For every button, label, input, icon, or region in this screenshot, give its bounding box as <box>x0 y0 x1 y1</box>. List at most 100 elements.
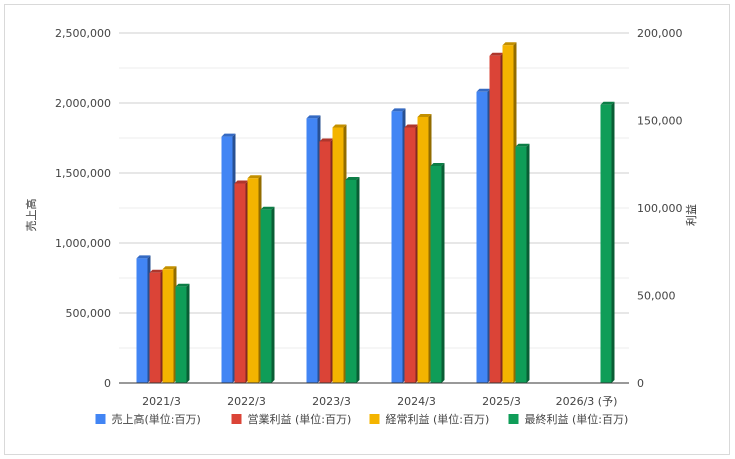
legend-item: 最終利益 (単位:百万) <box>508 412 629 426</box>
bar <box>404 124 419 383</box>
bar-side <box>186 283 190 383</box>
bar-top <box>345 177 360 180</box>
bar <box>175 283 190 383</box>
bar <box>430 163 445 383</box>
right-axis-tick-label: 150,000 <box>637 115 683 128</box>
bar-top <box>417 114 432 117</box>
combo-bar-chart: 2021/3 2022/3 2023/3 2024/3 2025/3 2026/3 (予)… <box>24 27 698 426</box>
bar-side <box>611 101 615 383</box>
legend-item: 経常利益 (単位:百万) <box>369 412 489 426</box>
legend-swatch <box>508 414 519 424</box>
bar-front <box>502 45 514 383</box>
bar-front <box>162 269 174 383</box>
bar-front <box>234 183 246 383</box>
bar-front <box>319 141 331 383</box>
bar-top <box>391 108 406 112</box>
bar-top <box>476 88 491 92</box>
legend-swatch <box>369 414 380 424</box>
bar-front <box>332 127 344 383</box>
legend-label: 売上高(単位:百万) <box>112 412 201 426</box>
bar-front <box>149 272 161 383</box>
bar <box>332 124 347 383</box>
bar <box>345 177 360 383</box>
bar-front <box>430 166 442 383</box>
bar-front <box>515 146 527 383</box>
bar <box>600 101 615 383</box>
left-axis-title: 売上高 <box>24 199 38 232</box>
bar-top <box>332 124 347 128</box>
bar-top <box>175 283 190 287</box>
right-axis-title: 利益 <box>684 204 698 226</box>
bar-front <box>417 117 429 383</box>
bar <box>502 42 517 383</box>
bar <box>417 114 432 383</box>
bar-front <box>175 286 187 383</box>
left-axis-tick-label: 500,000 <box>66 307 112 320</box>
left-y-axis: 0 500,000 1,000,000 1,500,000 2,000,000 2,500… <box>55 27 111 390</box>
bar-front <box>489 55 501 383</box>
x-axis-tick-label: 2024/3 <box>397 395 436 408</box>
bar-front <box>476 91 488 384</box>
bar <box>515 143 530 383</box>
bar-front <box>306 118 318 384</box>
bar-top <box>136 255 151 259</box>
bar-front <box>404 127 416 383</box>
legend: 売上高(単位:百万) 営業利益 (単位:百万) 経常利益 (単位:百万) 最終利益 (… <box>95 412 629 426</box>
x-axis-tick-label: 2026/3 (予) <box>556 395 618 408</box>
bar <box>476 88 491 384</box>
bar <box>221 133 236 383</box>
bar-top <box>247 175 262 179</box>
bar-front <box>221 136 233 383</box>
bar-front <box>260 209 272 383</box>
left-axis-tick-label: 1,500,000 <box>55 167 111 180</box>
bar <box>162 266 177 383</box>
bar <box>306 115 321 384</box>
bar-top <box>260 206 275 210</box>
bar-front <box>247 178 259 383</box>
bar <box>319 138 334 383</box>
right-axis-tick-label: 200,000 <box>637 27 683 40</box>
left-axis-tick-label: 0 <box>104 377 111 390</box>
right-axis-tick-label: 100,000 <box>637 202 683 215</box>
bar-side <box>356 177 360 383</box>
bar <box>260 206 275 383</box>
bar-side <box>441 163 445 383</box>
bar <box>234 180 249 383</box>
legend-swatch <box>231 414 242 424</box>
bar-side <box>526 143 530 383</box>
bar-top <box>162 266 177 270</box>
bar-top <box>404 124 419 128</box>
bar-top <box>306 115 321 119</box>
bar-front <box>345 180 357 383</box>
bar-front <box>136 258 148 383</box>
bar <box>136 255 151 383</box>
x-axis-tick-label: 2022/3 <box>227 395 266 408</box>
x-axis-tick-label: 2021/3 <box>142 395 181 408</box>
bar-front <box>391 111 403 384</box>
left-axis-tick-label: 1,000,000 <box>55 237 111 250</box>
right-axis-tick-label: 50,000 <box>637 290 676 303</box>
bar-top <box>149 269 164 273</box>
bar-top <box>319 138 334 142</box>
gridlines <box>119 32 629 384</box>
bar-top <box>221 133 236 137</box>
legend-swatch <box>95 414 106 424</box>
right-y-axis: 0 50,000 100,000 150,000 200,000 <box>637 27 683 390</box>
legend-label: 最終利益 (単位:百万) <box>525 412 629 426</box>
bar <box>489 52 504 383</box>
legend-item: 営業利益 (単位:百万) <box>231 412 351 426</box>
chart-frame: 2021/3 2022/3 2023/3 2024/3 2025/3 2026/3 (予)… <box>4 4 730 455</box>
bars-group <box>136 42 615 384</box>
bar-front <box>600 104 612 383</box>
bar-top <box>600 101 615 105</box>
bar <box>391 108 406 384</box>
x-axis-tick-label: 2023/3 <box>312 395 351 408</box>
legend-item: 売上高(単位:百万) <box>95 412 201 426</box>
left-axis-tick-label: 2,500,000 <box>55 27 111 40</box>
bar-top <box>234 180 249 184</box>
bar <box>247 175 262 383</box>
bar-top <box>502 42 517 46</box>
bar <box>149 269 164 383</box>
bar-side <box>271 206 275 383</box>
right-axis-tick-label: 0 <box>637 377 644 390</box>
